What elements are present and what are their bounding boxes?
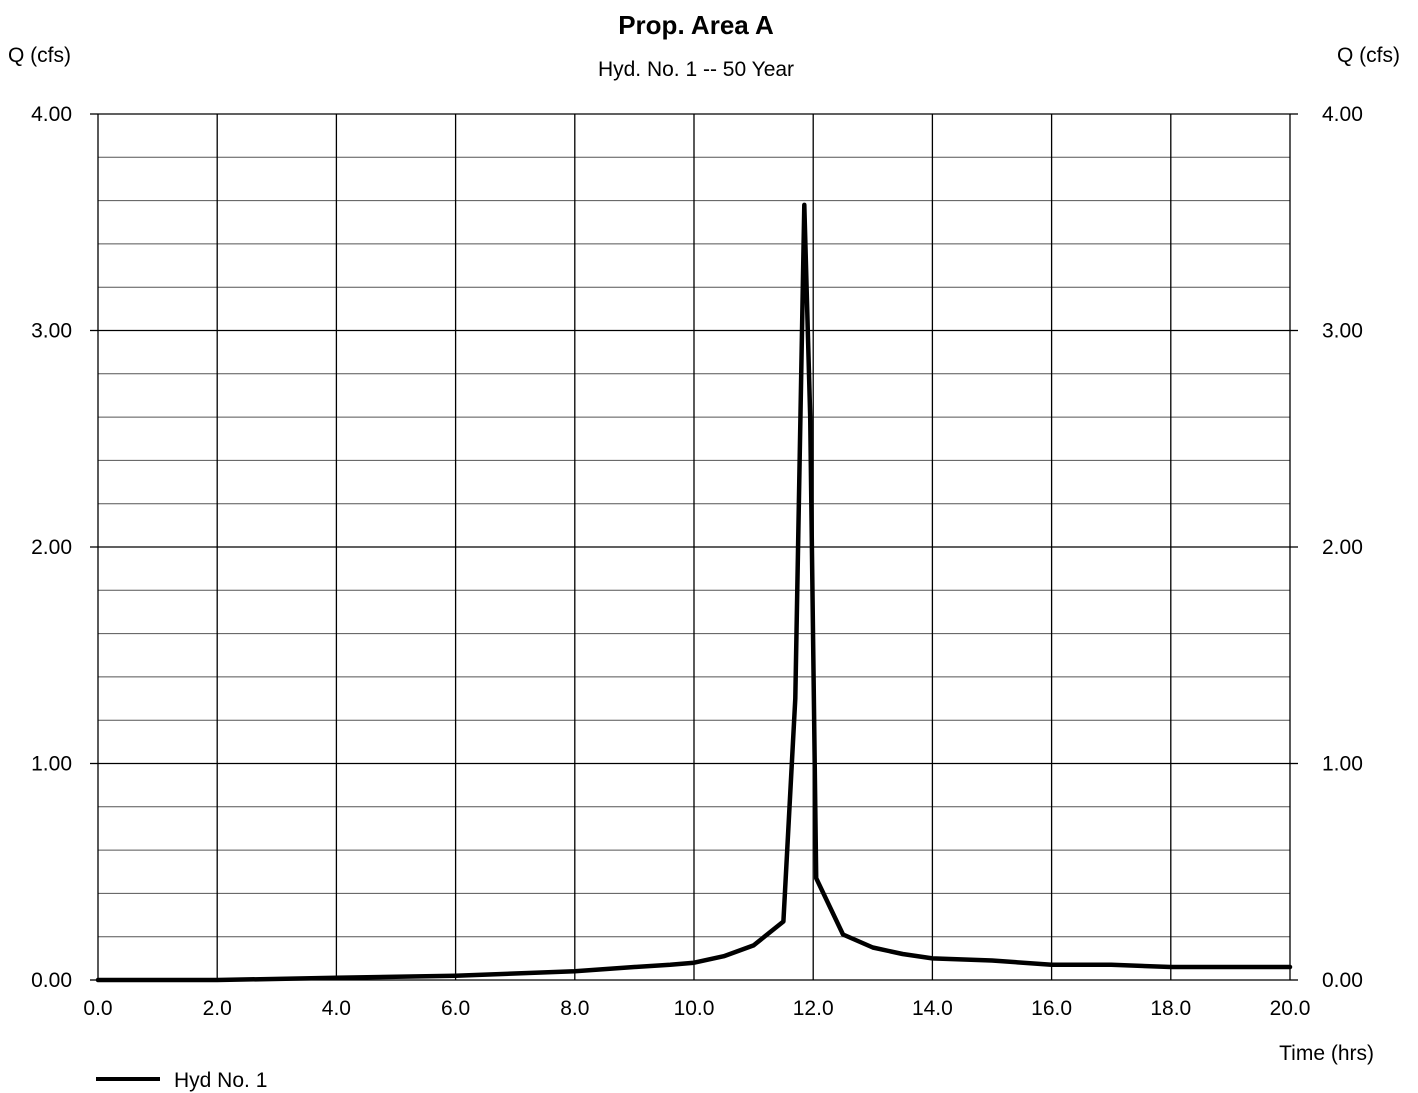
- x-tick-label: 8.0: [560, 997, 589, 1020]
- y-tick-label-left: 2.00: [31, 536, 72, 559]
- chart-title: Prop. Area A: [618, 10, 774, 40]
- x-tick-label: 14.0: [912, 997, 953, 1020]
- y-tick-label-right: 1.00: [1322, 753, 1363, 776]
- y-ticks-right: 0.00 1.00 2.00 3.00 4.00: [1290, 103, 1363, 992]
- x-tick-label: 20.0: [1270, 997, 1311, 1020]
- x-tick-label: 2.0: [203, 997, 232, 1020]
- x-ticks: 0.0 2.0 4.0 6.0 8.0 10.0 12.0 14.0 16.0 18.0 20.0: [83, 997, 1310, 1020]
- y-tick-label-left: 4.00: [31, 103, 72, 126]
- y-tick-label-left: 0.00: [31, 969, 72, 992]
- x-axis-label: Time (hrs): [1279, 1042, 1374, 1065]
- y-tick-label-right: 2.00: [1322, 536, 1363, 559]
- y-axis-label-right: Q (cfs): [1337, 44, 1400, 67]
- series-layer: [95, 202, 1293, 983]
- y-tick-label-right: 3.00: [1322, 320, 1363, 343]
- legend-label: Hyd No. 1: [174, 1069, 267, 1092]
- y-tick-label-left: 3.00: [31, 320, 72, 343]
- x-tick-label: 6.0: [441, 997, 470, 1020]
- x-tick-label: 4.0: [322, 997, 351, 1020]
- y-tick-label-right: 4.00: [1322, 103, 1363, 126]
- x-tick-label: 16.0: [1031, 997, 1072, 1020]
- x-tick-label: 12.0: [793, 997, 834, 1020]
- y-tick-label-left: 1.00: [31, 753, 72, 776]
- y-axis-label-left: Q (cfs): [8, 44, 71, 67]
- y-tick-label-right: 0.00: [1322, 969, 1363, 992]
- x-tick-label: 0.0: [83, 997, 112, 1020]
- x-tick-label: 10.0: [674, 997, 715, 1020]
- series-line: [95, 202, 1293, 983]
- x-tick-label: 18.0: [1150, 997, 1191, 1020]
- y-ticks-left: 0.00 1.00 2.00 3.00 4.00: [31, 103, 98, 992]
- major-gridlines: [97, 113, 1291, 981]
- chart-subtitle: Hyd. No. 1 -- 50 Year: [598, 58, 794, 81]
- legend: Hyd No. 1: [96, 1069, 267, 1092]
